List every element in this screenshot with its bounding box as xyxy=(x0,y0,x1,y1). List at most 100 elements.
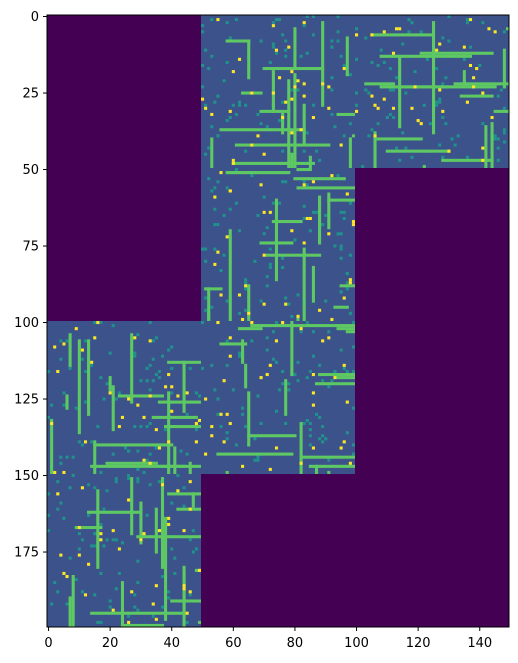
speck-cell xyxy=(90,440,94,444)
speck-cell xyxy=(302,421,306,426)
speck-cell xyxy=(293,238,297,242)
node-cell xyxy=(438,88,442,92)
speck-cell xyxy=(318,363,322,367)
corridor xyxy=(385,149,451,153)
speck-cell xyxy=(268,60,272,64)
speck-cell xyxy=(278,119,282,123)
node-cell xyxy=(167,522,171,527)
corridor xyxy=(311,265,315,303)
node-cell xyxy=(228,354,232,358)
speck-cell xyxy=(268,247,272,251)
node-cell xyxy=(87,562,91,566)
x-tick-label: 140 xyxy=(467,636,492,651)
speck-cell xyxy=(179,449,183,453)
speck-cell xyxy=(401,42,405,46)
speck-cell xyxy=(207,67,211,71)
speck-cell xyxy=(207,177,211,181)
node-cell xyxy=(185,611,189,615)
corridor xyxy=(93,443,174,447)
speck-cell xyxy=(281,33,285,37)
node-cell xyxy=(130,590,134,594)
corridor xyxy=(462,70,466,86)
corridor xyxy=(339,284,355,288)
speck-cell xyxy=(170,547,174,551)
corridor xyxy=(250,324,306,328)
speck-cell xyxy=(99,620,103,624)
node-cell xyxy=(250,321,254,325)
node-cell xyxy=(237,57,242,61)
node-cell xyxy=(96,321,100,325)
speck-cell xyxy=(136,477,140,481)
node-cell xyxy=(62,342,66,346)
speck-cell xyxy=(348,311,352,315)
speck-cell xyxy=(83,400,88,404)
speck-cell xyxy=(330,379,334,383)
speck-cell xyxy=(204,259,208,263)
speck-cell xyxy=(62,516,66,520)
speck-cell xyxy=(102,507,106,511)
corridor xyxy=(493,109,509,113)
speck-cell xyxy=(99,470,103,474)
speck-cell xyxy=(225,299,229,303)
speck-cell xyxy=(99,321,103,325)
node-cell xyxy=(308,216,312,221)
speck-cell xyxy=(253,259,257,263)
corridor xyxy=(130,333,134,404)
speck-cell xyxy=(145,425,149,429)
node-cell xyxy=(284,100,288,104)
node-cell xyxy=(311,391,315,395)
speck-cell xyxy=(111,452,115,456)
node-cell xyxy=(157,529,161,533)
speck-cell xyxy=(241,406,245,410)
speck-cell xyxy=(311,103,315,107)
node-cell xyxy=(111,529,115,533)
speck-cell xyxy=(47,369,51,374)
speck-cell xyxy=(83,339,88,343)
speck-cell xyxy=(77,440,81,444)
speck-cell xyxy=(342,134,346,138)
corridor xyxy=(182,360,186,413)
speck-cell xyxy=(281,369,285,374)
speck-cell xyxy=(222,79,226,83)
node-cell xyxy=(127,620,131,624)
corridor xyxy=(293,177,346,181)
node-cell xyxy=(410,106,414,110)
speck-cell xyxy=(244,278,248,282)
node-cell xyxy=(237,293,242,297)
speck-cell xyxy=(348,201,352,205)
speck-cell xyxy=(145,458,149,462)
speck-cell xyxy=(213,186,217,190)
corridor xyxy=(247,391,251,447)
node-cell xyxy=(204,452,208,456)
speck-cell xyxy=(237,100,242,104)
speck-cell xyxy=(502,106,506,110)
corridor xyxy=(225,470,229,474)
node-cell xyxy=(154,428,158,432)
speck-cell xyxy=(318,437,322,441)
speck-cell xyxy=(142,470,146,474)
corridor xyxy=(93,440,97,474)
speck-cell xyxy=(225,431,229,435)
node-cell xyxy=(419,122,423,126)
speck-cell xyxy=(244,149,248,153)
speck-cell xyxy=(77,547,81,551)
speck-cell xyxy=(327,330,331,334)
speck-cell xyxy=(225,437,229,441)
corridor xyxy=(336,376,355,380)
corridor xyxy=(216,452,294,456)
speck-cell xyxy=(114,397,118,401)
speck-cell xyxy=(111,538,115,542)
speck-cell xyxy=(56,480,60,484)
speck-cell xyxy=(117,571,121,575)
corridor xyxy=(90,464,186,468)
speck-cell xyxy=(281,265,285,269)
node-cell xyxy=(154,584,158,588)
corridor xyxy=(77,339,81,435)
speck-cell xyxy=(265,336,269,340)
speck-cell xyxy=(311,330,315,334)
node-cell xyxy=(197,568,201,572)
speck-cell xyxy=(339,244,343,248)
speck-cell xyxy=(284,39,288,43)
corridor xyxy=(345,330,355,334)
node-cell xyxy=(416,119,420,123)
